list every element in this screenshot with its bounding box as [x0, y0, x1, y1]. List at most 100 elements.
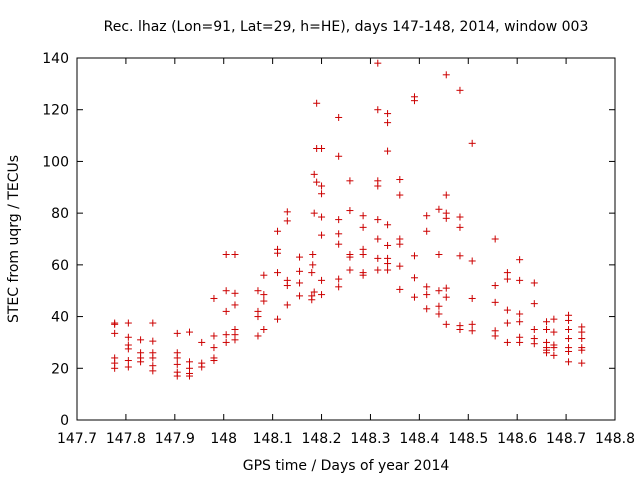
data-point — [283, 217, 291, 225]
x-tick-label: 148.5 — [448, 431, 488, 447]
data-point — [335, 113, 343, 121]
data-point — [231, 251, 239, 259]
data-point — [318, 213, 326, 221]
data-point — [468, 139, 476, 147]
data-point — [111, 329, 119, 337]
data-point — [442, 284, 450, 292]
data-point — [260, 271, 268, 279]
data-point — [516, 276, 524, 284]
data-point — [318, 190, 326, 198]
data-point — [442, 191, 450, 199]
data-point — [346, 253, 354, 261]
data-point — [565, 347, 573, 355]
data-point — [222, 331, 230, 339]
data-point — [435, 302, 443, 310]
data-point — [565, 335, 573, 343]
data-point — [185, 328, 193, 336]
data-point — [222, 287, 230, 295]
data-point — [335, 240, 343, 248]
data-point — [124, 357, 132, 365]
data-point — [423, 283, 431, 291]
data-point — [318, 182, 326, 190]
data-point — [296, 279, 304, 287]
data-point — [550, 328, 558, 336]
data-point — [442, 293, 450, 301]
data-point — [578, 346, 586, 354]
data-point — [335, 216, 343, 224]
data-point — [313, 178, 321, 186]
data-point — [310, 170, 318, 178]
data-point — [516, 318, 524, 326]
data-point — [543, 326, 551, 333]
data-point — [308, 269, 316, 277]
data-point — [543, 349, 551, 357]
data-point — [468, 257, 476, 265]
data-point — [124, 363, 132, 371]
x-tick-label: 148.3 — [350, 431, 390, 447]
data-point — [222, 251, 230, 259]
data-point — [530, 340, 538, 348]
data-point — [124, 319, 132, 327]
data-point — [254, 332, 262, 340]
data-point — [435, 287, 443, 295]
data-point — [198, 338, 206, 346]
data-point — [384, 266, 392, 274]
data-point — [254, 313, 262, 321]
data-point — [374, 266, 382, 274]
data-point — [578, 335, 586, 343]
data-point — [442, 71, 450, 79]
data-point — [384, 110, 392, 118]
data-point — [456, 223, 464, 231]
data-point — [231, 336, 239, 344]
data-point — [359, 212, 367, 220]
data-point — [198, 363, 206, 371]
y-tick-label: 20 — [51, 361, 69, 377]
y-tick-label: 120 — [42, 103, 69, 119]
data-point — [359, 251, 367, 259]
data-point — [374, 182, 382, 190]
data-point — [185, 358, 193, 366]
chart-title: Rec. lhaz (Lon=91, Lat=29, h=HE), days 1… — [104, 19, 589, 35]
y-axis-title: STEC from uqrg / TECUs — [6, 155, 22, 323]
data-point — [309, 261, 317, 269]
y-tick-label: 0 — [60, 413, 69, 429]
data-point — [442, 214, 450, 222]
data-point — [313, 99, 321, 107]
data-point — [423, 212, 431, 220]
data-point — [578, 359, 586, 367]
data-point — [410, 274, 418, 282]
y-tick-label: 140 — [42, 51, 69, 67]
data-point — [565, 326, 573, 333]
data-point — [503, 306, 511, 314]
data-point — [318, 291, 326, 299]
data-point — [491, 332, 499, 340]
data-point — [374, 59, 382, 67]
x-tick-label: 148.2 — [301, 431, 341, 447]
data-point — [374, 106, 382, 114]
data-points — [111, 59, 586, 380]
data-point — [173, 354, 181, 362]
data-point — [491, 282, 499, 290]
data-point — [435, 251, 443, 259]
data-point — [396, 191, 404, 199]
data-point — [308, 296, 316, 304]
data-point — [185, 372, 193, 380]
data-point — [231, 289, 239, 297]
data-point — [384, 147, 392, 155]
x-tick-label: 147.8 — [106, 431, 146, 447]
x-tick-label: 148 — [210, 431, 237, 447]
data-point — [309, 251, 317, 259]
data-point — [310, 209, 318, 217]
y-tick-labels: 0 20 40 60 80 100 120 140 — [42, 51, 69, 429]
data-point — [318, 231, 326, 239]
data-point — [149, 367, 157, 375]
data-point — [423, 227, 431, 235]
data-point — [173, 372, 181, 380]
x-tick-label: 147.7 — [57, 431, 97, 447]
data-point — [530, 279, 538, 287]
data-point — [435, 205, 443, 213]
data-point — [442, 320, 450, 328]
data-point — [335, 152, 343, 160]
data-point — [346, 207, 354, 215]
x-tick-label: 147.9 — [155, 431, 195, 447]
